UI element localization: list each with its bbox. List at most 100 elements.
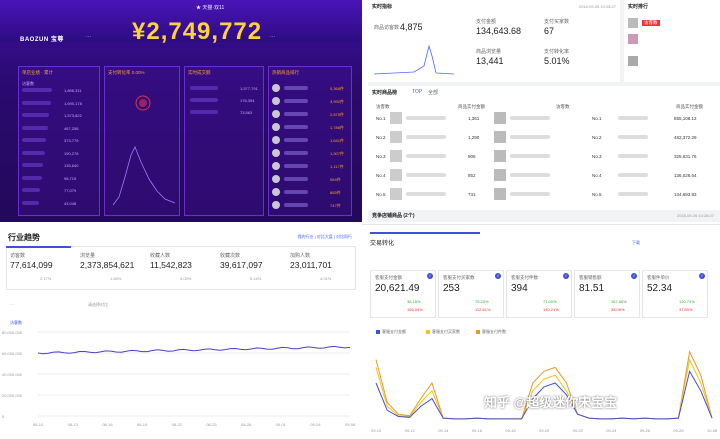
item-value: 865件 xyxy=(330,190,341,195)
event-logo: ★ 天猫·双11 xyxy=(196,5,225,11)
row-blur xyxy=(618,192,648,196)
trend-metric-label: 浏览量 xyxy=(80,253,96,259)
row-name-bar-2 xyxy=(510,116,550,120)
realtime-metrics-panel: 实时指标 2018-09-26 10:28:27 商品访客数 4,875 支付金… xyxy=(368,0,720,222)
store-value: 1,690,178 xyxy=(64,100,82,106)
conv-metric-card[interactable]: 客服支付金额 20,621.49 38.18% 166.04% ✓ xyxy=(370,270,436,318)
m4-label: 商品浏览量 xyxy=(476,49,502,55)
item-thumb xyxy=(272,84,280,92)
m4-value: 13,441 xyxy=(476,56,504,66)
x-tick-label: 08-10 xyxy=(33,422,44,427)
item-value: 2,875件 xyxy=(330,112,345,117)
tab-all[interactable]: 全部 xyxy=(428,90,439,96)
trend-metric-delta: 1.66% xyxy=(110,276,122,281)
row-rank: No.4 xyxy=(376,173,386,178)
col-visitors-2: 访客数 xyxy=(556,104,570,109)
conv-metric-card[interactable]: 客服支付买家数 253 75.20% 112.61% ✓ xyxy=(438,270,504,318)
conv-metric-card[interactable]: 客服销售额 81.51 167.66% 38.06% ✓ xyxy=(574,270,640,318)
store-name-bar xyxy=(22,163,43,167)
row-visitors: 906 xyxy=(468,154,476,159)
legend-swatch xyxy=(376,330,380,334)
trend-metric-delta: 2.17% xyxy=(40,276,52,281)
mid-value: 176,394 xyxy=(240,98,255,103)
conv-metric-b: 140.21% xyxy=(543,307,559,312)
trend-date-range[interactable]: ··· xyxy=(10,302,14,307)
conv-metric-b: 166.04% xyxy=(407,307,423,312)
item-thumb xyxy=(272,123,280,131)
item-value: 984件 xyxy=(330,177,341,182)
conv-title: 交易转化 xyxy=(370,241,395,247)
store-value: 98,715 xyxy=(64,175,77,181)
tab-top[interactable]: TOP xyxy=(412,89,423,95)
competitor-footer[interactable]: 竞争店铺商品 (2个) xyxy=(372,213,415,219)
check-icon: ✓ xyxy=(699,273,705,279)
item-name-bar xyxy=(284,138,308,142)
conv-metric-a: 120.73% xyxy=(679,299,695,304)
check-icon: ✓ xyxy=(427,273,433,279)
x-tick-label: 09-14 xyxy=(438,428,449,433)
x-tick-label: 09-10 xyxy=(371,428,382,433)
conv-metric-label: 客服支付件数 xyxy=(511,275,538,280)
store-name-bar xyxy=(22,88,52,92)
row-amount: 136,026.64 xyxy=(674,173,697,178)
x-tick-label: 08-19 xyxy=(137,422,148,427)
conv-head: 支付转化率 0.00% xyxy=(108,70,145,75)
m2-value: 134,643.68 xyxy=(476,26,522,36)
conv-metric-b: 38.06% xyxy=(611,307,625,312)
y-tick-label: 0 xyxy=(2,414,5,419)
row-rank-2: No.1 xyxy=(592,116,602,121)
item-name-bar xyxy=(284,86,308,90)
trend-metric-value: 39,617,097 xyxy=(220,260,263,270)
row-thumb xyxy=(390,169,402,181)
row-blur xyxy=(618,116,648,120)
row-name-bar-2 xyxy=(510,154,550,158)
row-blur xyxy=(618,173,648,177)
realtime-header: 实时指标 xyxy=(372,4,393,10)
legend-label: 客服支付买家数 xyxy=(432,329,460,334)
x-tick-label: 08-28 xyxy=(241,422,252,427)
hot-items-box: 热销商品排行 xyxy=(268,66,352,216)
conv-metric-b: 112.61% xyxy=(475,307,491,312)
trend-compare[interactable]: 请选择对比 xyxy=(88,302,108,307)
row-thumb xyxy=(390,188,402,200)
store-value: 135,640 xyxy=(64,163,79,168)
conv-metric-a: 75.20% xyxy=(475,299,489,304)
store-value: 1,573,822 xyxy=(64,113,82,118)
store-value: 467,258 xyxy=(64,125,79,131)
trend-legend: 访客数 xyxy=(10,320,22,325)
row-rank-2: No.4 xyxy=(592,173,602,178)
store-name-bar xyxy=(22,175,42,180)
row-thumb xyxy=(390,131,402,143)
trend-metric-delta: 4.05% xyxy=(180,276,192,281)
row-name-bar xyxy=(406,154,446,158)
item-thumb xyxy=(272,136,280,144)
conv-download[interactable]: 下载 xyxy=(632,240,640,245)
conversion-box: 支付转化率 0.00% xyxy=(104,66,180,216)
store-name-bar xyxy=(22,138,46,142)
industry-trend-panel: 行业趋势 我的行业 | 对比大盘 | 对比同行 ··· 请选择对比 访客数 80… xyxy=(0,224,362,439)
item-name-bar xyxy=(284,190,308,194)
x-tick-label: 09-01 xyxy=(276,422,287,427)
item-value: 1,788件 xyxy=(330,125,345,130)
conv-metric-card[interactable]: 客服件单价 52.34 120.73% 37.55% ✓ xyxy=(642,270,708,318)
x-tick-label: 08-25 xyxy=(206,422,217,427)
trend-tabs[interactable]: 我的行业 | 对比大盘 | 对比同行 xyxy=(297,234,352,239)
item-value: 1,307件 xyxy=(330,151,345,156)
conv-metric-card[interactable]: 客服支付件数 394 71.00% 140.21% ✓ xyxy=(506,270,572,318)
row-thumb-2 xyxy=(494,112,506,124)
realtime-items-table: 实时商品榜 TOP 全部 访客数 商品实付金额 访客数 商品实付金额 xyxy=(368,86,720,210)
conv-metric-a: 38.18% xyxy=(407,299,421,304)
conv-metric-value: 253 xyxy=(443,283,460,294)
item-name-bar xyxy=(284,99,308,103)
x-tick-label: 09-28 xyxy=(673,428,684,433)
trend-metric-delta: 5.14% xyxy=(250,276,262,281)
x-tick-label: 09-08 xyxy=(345,422,356,427)
x-tick-label: 08-22 xyxy=(172,422,183,427)
store-value: 77,079 xyxy=(64,188,77,193)
row-rank-2: No.2 xyxy=(592,135,602,140)
y-tick-label: 80,000,000 xyxy=(2,330,23,335)
gmv-sub-left: ··· xyxy=(86,34,91,40)
row-thumb-2 xyxy=(494,188,506,200)
trend-metric-label: 收藏次数 xyxy=(220,253,241,259)
item-value: 5,368件 xyxy=(330,86,345,91)
